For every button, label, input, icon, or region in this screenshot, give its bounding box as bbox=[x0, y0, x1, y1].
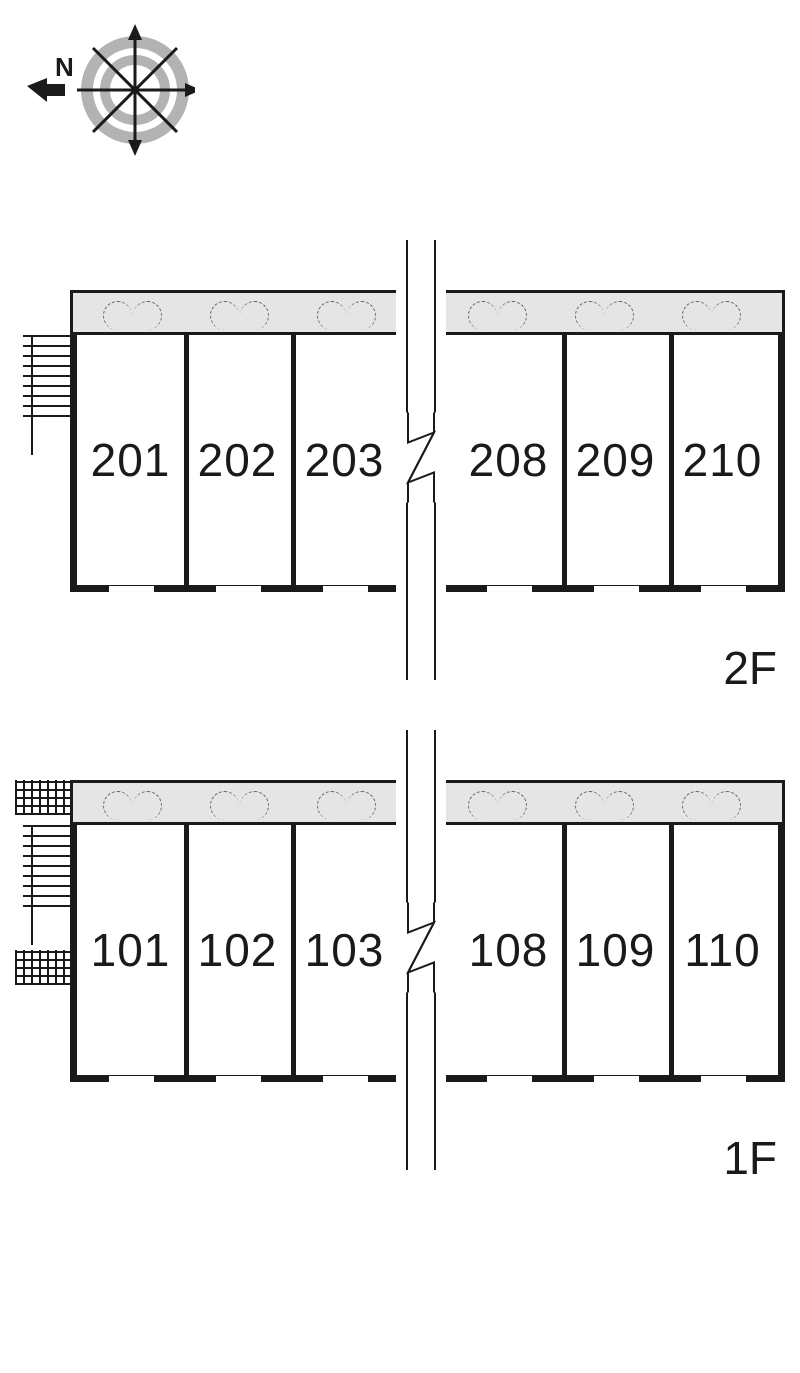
landing-grid bbox=[15, 780, 70, 815]
landing-grid bbox=[15, 950, 70, 985]
unit-label: 102 bbox=[198, 923, 278, 977]
compass-north-label: N bbox=[55, 52, 74, 82]
unit-label: 208 bbox=[469, 433, 549, 487]
section-break-icon bbox=[396, 240, 446, 680]
compass-icon: N bbox=[25, 20, 195, 160]
unit-108: 108 bbox=[455, 825, 567, 1075]
unit-209: 209 bbox=[562, 335, 674, 585]
door-swing-icon bbox=[347, 301, 376, 330]
stairs-icon bbox=[23, 335, 73, 455]
unit-label: 202 bbox=[198, 433, 278, 487]
unit-109: 109 bbox=[562, 825, 674, 1075]
unit-201: 201 bbox=[77, 335, 189, 585]
unit-208: 208 bbox=[455, 335, 567, 585]
unit-label: 209 bbox=[576, 433, 656, 487]
unit-label: 109 bbox=[576, 923, 656, 977]
door-swing-icon bbox=[498, 301, 527, 330]
window-mark bbox=[214, 1076, 263, 1082]
door-swing-icon bbox=[468, 301, 497, 330]
door-swing-icon bbox=[682, 301, 711, 330]
floor-1F: 1011021031081091101F bbox=[15, 780, 785, 1130]
door-swing-icon bbox=[133, 791, 162, 820]
unit-202: 202 bbox=[184, 335, 296, 585]
unit-203: 203 bbox=[291, 335, 403, 585]
window-mark bbox=[592, 586, 641, 592]
door-swing-icon bbox=[103, 791, 132, 820]
door-swing-icon bbox=[240, 301, 269, 330]
door-swing-icon bbox=[682, 791, 711, 820]
unit-label: 203 bbox=[305, 433, 385, 487]
door-swing-icon bbox=[240, 791, 269, 820]
window-mark bbox=[592, 1076, 641, 1082]
floor-label: 1F bbox=[723, 1131, 777, 1185]
unit-103: 103 bbox=[291, 825, 403, 1075]
door-swing-icon bbox=[498, 791, 527, 820]
door-swing-icon bbox=[210, 301, 239, 330]
window-mark bbox=[107, 1076, 156, 1082]
door-swing-icon bbox=[347, 791, 376, 820]
door-swing-icon bbox=[712, 301, 741, 330]
stairs-icon bbox=[23, 825, 73, 945]
window-mark bbox=[699, 1076, 748, 1082]
unit-label: 110 bbox=[684, 923, 760, 977]
door-swing-icon bbox=[210, 791, 239, 820]
window-mark bbox=[214, 586, 263, 592]
floor-2F: 2012022032082092102F bbox=[15, 290, 785, 640]
door-swing-icon bbox=[605, 791, 634, 820]
door-swing-icon bbox=[317, 791, 346, 820]
window-mark bbox=[699, 586, 748, 592]
floorplan-page: N 201 202 203 208 209 210 2F 101 102 103 108 109 110… bbox=[0, 0, 800, 1373]
window-mark bbox=[485, 586, 534, 592]
unit-102: 102 bbox=[184, 825, 296, 1075]
unit-label: 210 bbox=[683, 433, 763, 487]
window-mark bbox=[485, 1076, 534, 1082]
door-swing-icon bbox=[575, 791, 604, 820]
door-swing-icon bbox=[133, 301, 162, 330]
unit-label: 101 bbox=[91, 923, 171, 977]
door-swing-icon bbox=[103, 301, 132, 330]
section-break-icon bbox=[396, 730, 446, 1170]
unit-210: 210 bbox=[669, 335, 776, 585]
door-swing-icon bbox=[317, 301, 346, 330]
floor-label: 2F bbox=[723, 641, 777, 695]
window-mark bbox=[107, 586, 156, 592]
unit-label: 201 bbox=[91, 433, 171, 487]
unit-101: 101 bbox=[77, 825, 189, 1075]
door-swing-icon bbox=[605, 301, 634, 330]
window-mark bbox=[321, 1076, 370, 1082]
unit-label: 103 bbox=[305, 923, 385, 977]
door-swing-icon bbox=[575, 301, 604, 330]
unit-label: 108 bbox=[469, 923, 549, 977]
unit-110: 110 bbox=[669, 825, 776, 1075]
window-mark bbox=[321, 586, 370, 592]
door-swing-icon bbox=[712, 791, 741, 820]
door-swing-icon bbox=[468, 791, 497, 820]
